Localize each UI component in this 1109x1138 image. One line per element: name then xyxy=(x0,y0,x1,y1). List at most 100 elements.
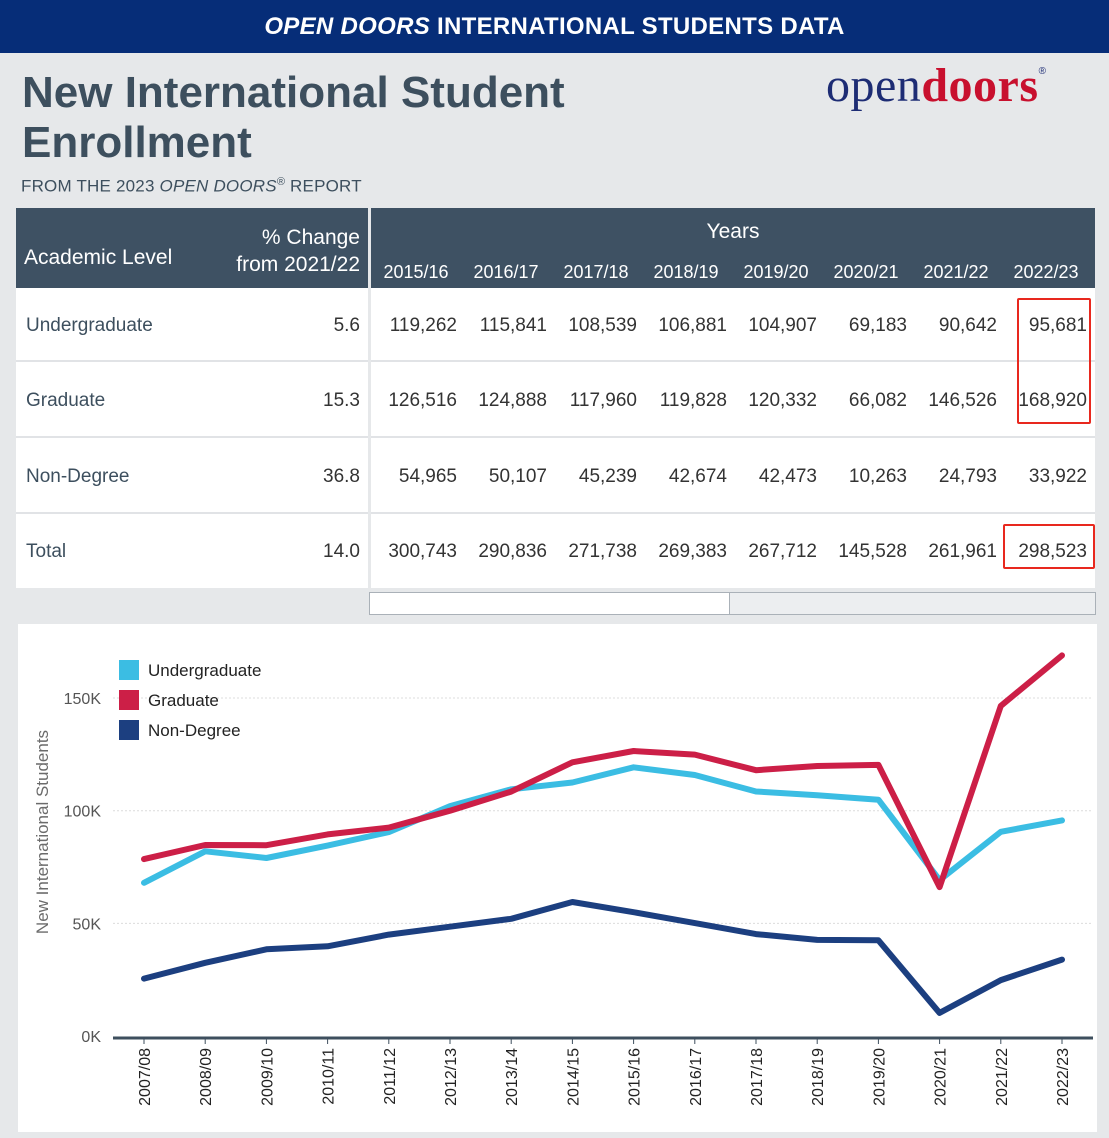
table-cell: 115,841 xyxy=(479,315,547,336)
table-cell: 120,332 xyxy=(748,390,817,411)
header-percent-change: % Change from 2021/22 xyxy=(236,224,360,278)
row-label-graduate: Graduate xyxy=(26,390,106,411)
x-tick-label: 2017/18 xyxy=(749,1048,766,1106)
y-axis-label: New International Students xyxy=(33,730,52,934)
chart-panel: 0K 50K 100K 150K 2007/08 2008/09 2009/10 2010/… xyxy=(18,624,1097,1132)
header-academic-level: Academic Level xyxy=(24,246,173,269)
header-percent-change-line2: from 2021/22 xyxy=(236,253,360,276)
legend-swatch xyxy=(119,690,139,710)
table-body-right: 119,262 115,841 108,539 106,881 104,907 … xyxy=(371,288,1095,588)
table-cell: 271,738 xyxy=(568,541,637,562)
highlight-box-total xyxy=(1003,524,1095,569)
table-cell: 42,473 xyxy=(758,466,817,487)
header-year: 2017/18 xyxy=(563,262,629,282)
x-tick-label: 2012/13 xyxy=(443,1048,460,1106)
table-body-left: Undergraduate 5.6 Graduate 15.3 Non-Degr… xyxy=(16,288,368,588)
row-label-undergraduate: Undergraduate xyxy=(26,315,153,336)
table-cell: 119,262 xyxy=(389,315,457,336)
table-cell: 126,516 xyxy=(388,390,457,411)
logo-open: open xyxy=(826,59,922,112)
table-horizontal-scrollbar[interactable] xyxy=(369,592,1096,615)
logo-doors: doors xyxy=(921,59,1039,112)
x-tick-label: 2022/23 xyxy=(1055,1048,1072,1106)
legend-swatch xyxy=(119,660,139,680)
page-subtitle: FROM THE 2023 OPEN DOORS® REPORT xyxy=(21,176,362,197)
table-cell: 108,539 xyxy=(568,315,637,336)
x-tick-label: 2018/19 xyxy=(810,1048,827,1106)
table-cell: 50,107 xyxy=(488,466,547,487)
header-year: 2018/19 xyxy=(653,262,719,282)
x-tick-label: 2021/22 xyxy=(994,1048,1011,1106)
header-year: 2022/23 xyxy=(1013,262,1079,282)
subtitle-registered-mark: ® xyxy=(276,176,286,188)
table-cell: 146,526 xyxy=(928,390,997,411)
row-divider xyxy=(16,360,368,362)
table-cell: 54,965 xyxy=(398,466,457,487)
table-cell: 267,712 xyxy=(748,541,817,562)
table-cell: 117,960 xyxy=(569,390,637,411)
row-change-non-degree: 36.8 xyxy=(323,466,360,487)
legend-label: Graduate xyxy=(148,691,219,710)
y-tick-label: 50K xyxy=(73,916,102,933)
y-tick-label: 150K xyxy=(64,691,102,708)
table-cell: 106,881 xyxy=(658,315,727,336)
row-divider xyxy=(371,436,1095,438)
series-line-non-degree xyxy=(141,899,1065,1016)
table-cell: 66,082 xyxy=(848,390,907,411)
top-banner: OPEN DOORS INTERNATIONAL STUDENTS DATA xyxy=(0,0,1109,53)
table-cell: 290,836 xyxy=(478,541,547,562)
table-cell: 269,383 xyxy=(658,541,727,562)
table-cell: 124,888 xyxy=(478,390,547,411)
x-tick-label: 2007/08 xyxy=(137,1048,154,1106)
header-year: 2016/17 xyxy=(473,262,539,282)
table-cell: 90,642 xyxy=(938,315,997,336)
legend-swatch xyxy=(119,720,139,740)
highlight-box-latest-year xyxy=(1017,298,1091,424)
banner-brand: OPEN DOORS xyxy=(264,13,431,40)
x-tick-label: 2011/12 xyxy=(382,1048,399,1105)
table-cell: 69,183 xyxy=(848,315,907,336)
series-line-graduate xyxy=(141,652,1065,891)
banner-text: INTERNATIONAL STUDENTS DATA xyxy=(437,13,845,40)
table-cell: 24,793 xyxy=(938,466,997,487)
series-line-undergraduate xyxy=(141,764,1065,886)
row-divider xyxy=(16,512,368,514)
x-tick-label: 2019/20 xyxy=(871,1048,888,1106)
table-cell: 168,920 xyxy=(1018,390,1087,411)
row-change-undergraduate: 5.6 xyxy=(333,315,360,336)
table-cell: 42,674 xyxy=(668,466,727,487)
table-cell: 95,681 xyxy=(1028,315,1087,336)
table-cell: 261,961 xyxy=(928,541,997,562)
x-tick-label: 2010/11 xyxy=(321,1048,338,1105)
x-tick-label: 2015/16 xyxy=(627,1048,644,1106)
row-divider xyxy=(371,360,1095,362)
header-percent-change-line1: % Change xyxy=(261,226,360,249)
table-cell: 145,528 xyxy=(838,541,907,562)
y-tick-label: 100K xyxy=(64,804,102,821)
subtitle-pre: FROM THE 2023 xyxy=(21,176,155,196)
header-year: 2021/22 xyxy=(923,262,989,282)
header-year: 2020/21 xyxy=(833,262,899,282)
table-cell: 33,922 xyxy=(1028,466,1087,487)
subtitle-post: REPORT xyxy=(290,176,362,196)
table-cell: 119,828 xyxy=(659,390,727,411)
logo-registered-mark: ® xyxy=(1038,66,1047,77)
table-header-right: Years 2015/16 2016/17 2017/18 2018/19 20… xyxy=(371,208,1095,288)
table-cell: 45,239 xyxy=(578,466,637,487)
row-label-non-degree: Non-Degree xyxy=(26,466,130,487)
table-cell: 104,907 xyxy=(748,315,817,336)
header-years: Years xyxy=(706,220,760,243)
header-year: 2015/16 xyxy=(383,262,449,282)
table-cell: 10,263 xyxy=(848,466,907,487)
row-change-total: 14.0 xyxy=(323,541,360,562)
x-tick-label: 2009/10 xyxy=(259,1048,276,1106)
legend-label: Non-Degree xyxy=(148,721,241,740)
x-tick-label: 2013/14 xyxy=(504,1048,521,1106)
row-divider xyxy=(371,512,1095,514)
scrollbar-thumb[interactable] xyxy=(370,593,730,614)
x-tick-label: 2020/21 xyxy=(933,1048,950,1106)
header-year: 2019/20 xyxy=(743,262,809,282)
row-divider xyxy=(16,436,368,438)
legend-label: Undergraduate xyxy=(148,661,261,680)
x-tick-label: 2008/09 xyxy=(198,1048,215,1106)
